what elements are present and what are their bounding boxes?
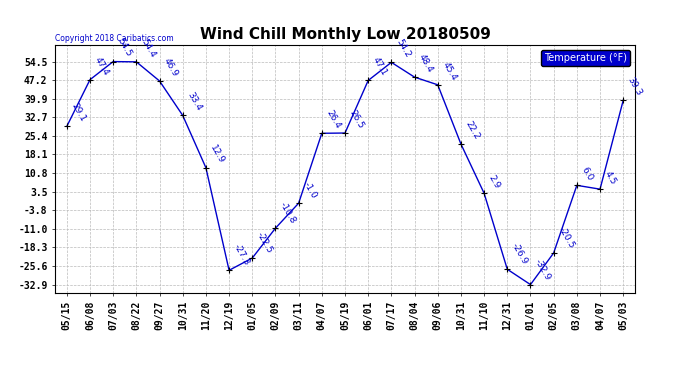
Text: 12.9: 12.9 — [208, 143, 226, 165]
Text: 29.1: 29.1 — [70, 102, 88, 124]
Text: -20.5: -20.5 — [556, 225, 576, 250]
Text: 22.2: 22.2 — [464, 120, 482, 141]
Text: 6.0: 6.0 — [580, 166, 595, 183]
Title: Wind Chill Monthly Low 20180509: Wind Chill Monthly Low 20180509 — [199, 27, 491, 42]
Text: 45.4: 45.4 — [440, 60, 458, 82]
Text: 4.5: 4.5 — [603, 170, 618, 186]
Text: -1.0: -1.0 — [302, 181, 318, 200]
Text: -32.9: -32.9 — [533, 257, 553, 282]
Text: 33.4: 33.4 — [186, 91, 204, 112]
Text: -22.5: -22.5 — [255, 231, 275, 255]
Text: 26.5: 26.5 — [348, 108, 366, 130]
Text: Copyright 2018 Caribatics.com: Copyright 2018 Caribatics.com — [55, 33, 174, 42]
Text: 2.9: 2.9 — [487, 174, 502, 190]
Text: -26.9: -26.9 — [510, 242, 529, 267]
Text: 47.1: 47.1 — [371, 56, 388, 78]
Legend: Temperature (°F): Temperature (°F) — [541, 50, 630, 66]
Text: 39.3: 39.3 — [626, 76, 644, 98]
Text: 26.4: 26.4 — [324, 109, 342, 130]
Text: 47.4: 47.4 — [92, 55, 110, 77]
Text: -27.3: -27.3 — [232, 243, 251, 267]
Text: 48.4: 48.4 — [417, 53, 435, 74]
Text: 54.4: 54.4 — [139, 38, 157, 59]
Text: 54.5: 54.5 — [116, 37, 134, 59]
Text: -10.8: -10.8 — [278, 201, 297, 225]
Text: 54.2: 54.2 — [394, 38, 412, 60]
Text: 46.9: 46.9 — [162, 56, 180, 78]
